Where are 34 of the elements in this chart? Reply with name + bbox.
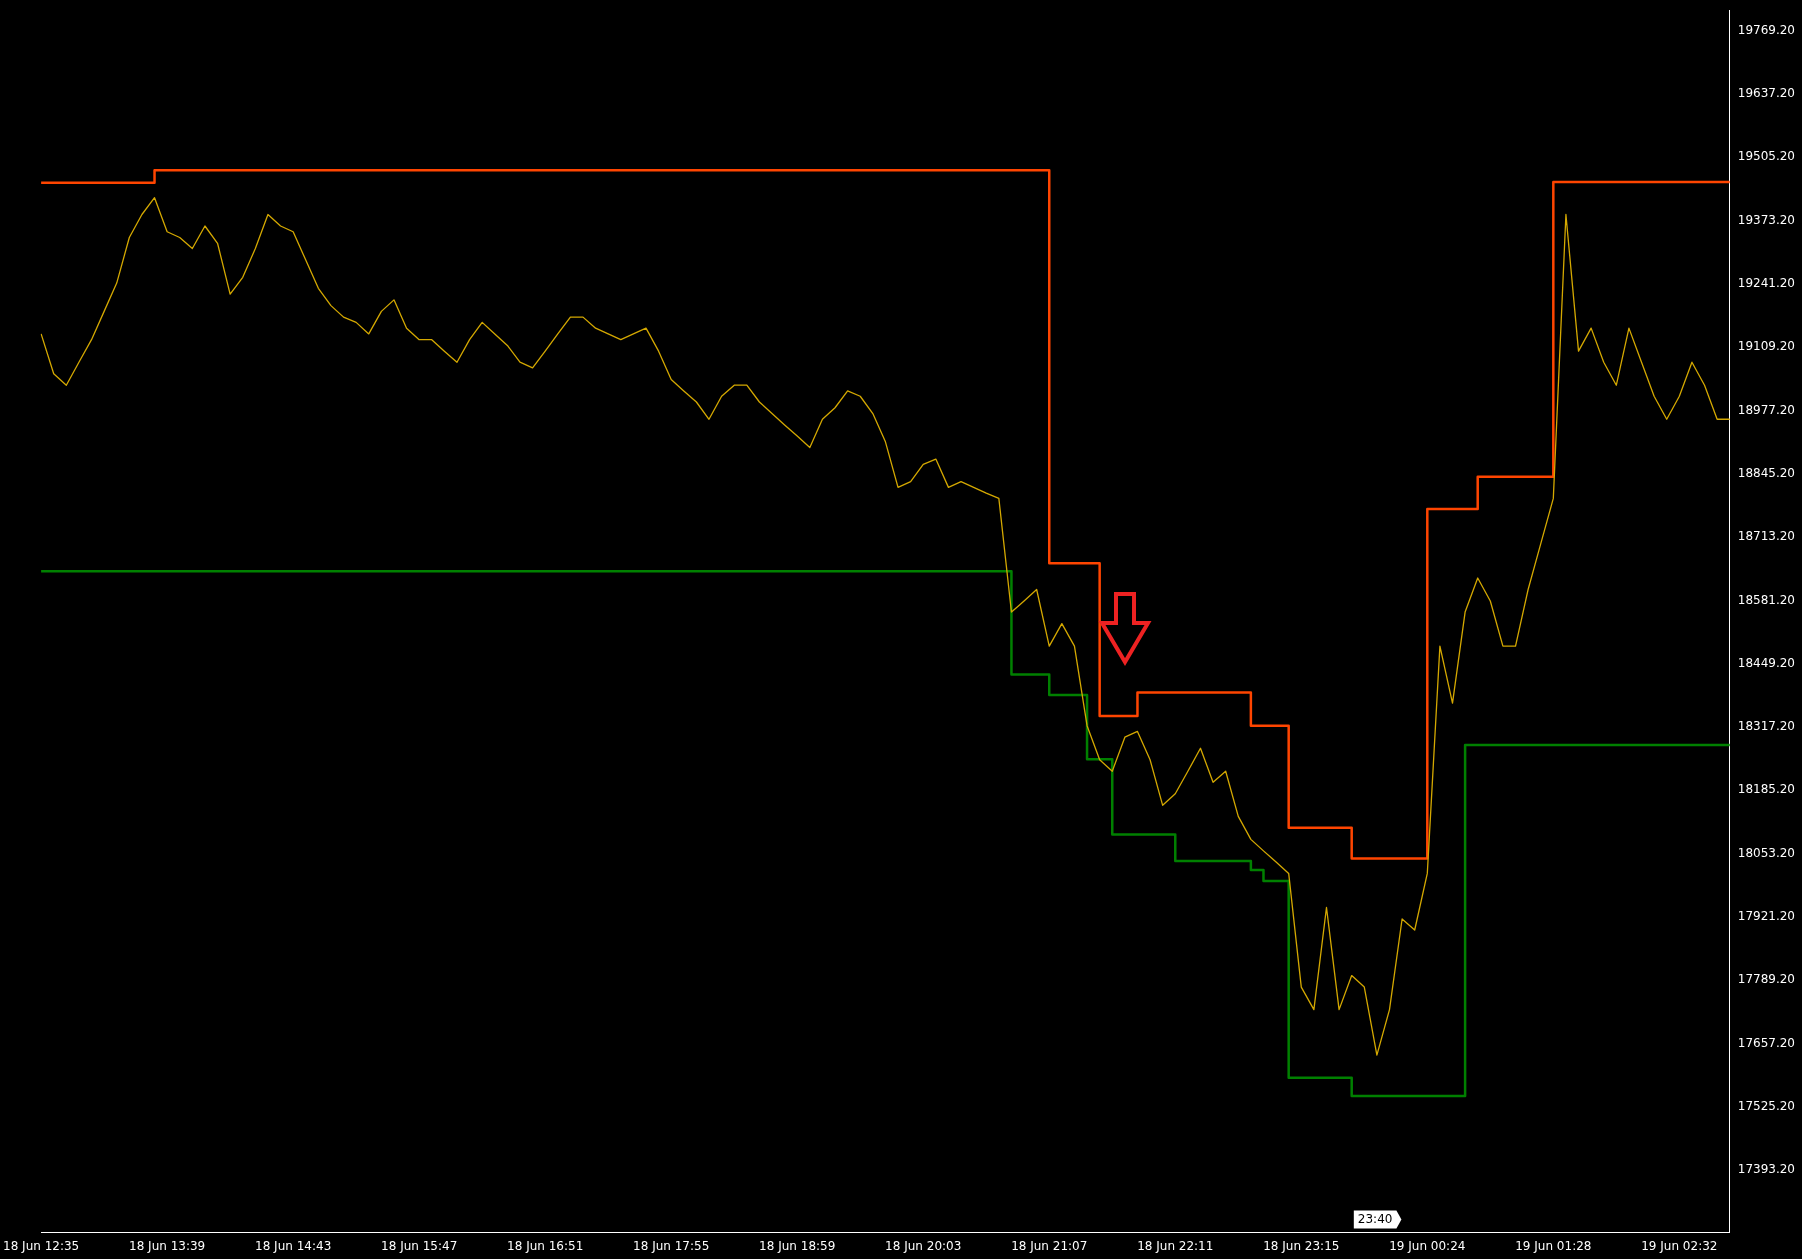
y-tick-label: 19241.20 [1737,276,1796,291]
y-tick-label: 17393.20 [1737,1162,1796,1177]
y-tick-label: 18317.20 [1737,719,1796,734]
y-tick-label: 19109.20 [1737,339,1796,354]
x-tick-label: 19 Jun 00:24 [1389,1238,1466,1253]
y-tick-label: 19637.20 [1737,86,1796,101]
x-tick-label: 18 Jun 18:59 [759,1238,836,1253]
x-tick-label: 18 Jun 20:03 [885,1238,962,1253]
y-tick-label: 17921.20 [1737,909,1796,924]
y-tick-label: 19505.20 [1737,149,1796,164]
x-tick-label: 19 Jun 02:32 [1641,1238,1718,1253]
y-tick-label: 17789.20 [1737,972,1796,987]
x-tick-label: 18 Jun 17:55 [633,1238,710,1253]
x-tick-label: 18 Jun 14:43 [255,1238,332,1253]
y-tick-label: 19373.20 [1737,212,1796,227]
x-tick-label: 18 Jun 15:47 [381,1238,458,1253]
y-tick-label: 18449.20 [1737,655,1796,670]
y-tick-label: 18713.20 [1737,529,1796,544]
x-tick-label: 18 Jun 21:07 [1011,1238,1088,1253]
x-tick-label: 18 Jun 22:11 [1137,1238,1214,1253]
y-tick-label: 17657.20 [1737,1035,1796,1050]
y-tick-label: 18581.20 [1737,592,1796,607]
y-tick-label: 18845.20 [1737,465,1796,480]
y-tick-label: 18053.20 [1737,845,1796,860]
y-tick-label: 19769.20 [1737,22,1796,37]
x-tick-label: 18 Jun 16:51 [507,1238,584,1253]
annotation: 23:40 [1357,1211,1393,1226]
x-tick-label: 19 Jun 01:28 [1515,1238,1592,1253]
x-tick-label: 18 Jun 23:15 [1263,1238,1340,1253]
y-tick-label: 17525.20 [1737,1098,1796,1113]
y-tick-label: 18185.20 [1737,782,1796,797]
x-tick-label: 18 Jun 12:35 [3,1238,80,1253]
x-tick-label: 18 Jun 13:39 [129,1238,206,1253]
y-tick-label: 18977.20 [1737,402,1796,417]
